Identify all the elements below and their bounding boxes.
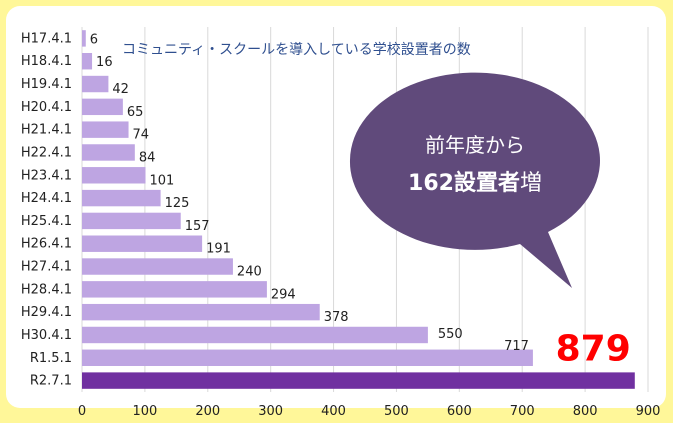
x-tick-label: 0 bbox=[78, 404, 86, 419]
bar bbox=[82, 144, 135, 161]
bar bbox=[82, 349, 533, 366]
bar bbox=[82, 235, 203, 252]
value-label: 157 bbox=[185, 219, 210, 234]
value-label: 240 bbox=[237, 265, 262, 280]
bar bbox=[82, 30, 86, 47]
y-tick-label: H25.4.1 bbox=[21, 214, 72, 229]
value-label: 125 bbox=[165, 196, 190, 211]
value-label: 84 bbox=[139, 150, 156, 165]
y-tick-label: H18.4.1 bbox=[21, 54, 72, 69]
value-label: 74 bbox=[133, 128, 150, 143]
y-tick-label: H30.4.1 bbox=[21, 328, 72, 343]
x-tick-label: 900 bbox=[636, 404, 661, 419]
y-tick-label: H20.4.1 bbox=[21, 100, 72, 115]
value-label: 879 bbox=[556, 329, 631, 370]
y-tick-label: H29.4.1 bbox=[21, 305, 72, 320]
y-tick-label: R2.7.1 bbox=[30, 374, 72, 389]
callout-bold: 162設置者 bbox=[408, 170, 520, 196]
x-tick-label: 300 bbox=[258, 404, 283, 419]
bar bbox=[82, 167, 146, 184]
value-label: 191 bbox=[206, 242, 231, 257]
bar bbox=[82, 281, 267, 298]
y-tick-label: H19.4.1 bbox=[21, 77, 72, 92]
y-tick-label: H17.4.1 bbox=[21, 31, 72, 46]
bar bbox=[82, 258, 233, 275]
value-label: 42 bbox=[112, 82, 129, 97]
y-tick-label: H24.4.1 bbox=[21, 191, 72, 206]
bar bbox=[82, 53, 93, 70]
value-label: 550 bbox=[438, 327, 463, 342]
value-label: 378 bbox=[324, 310, 349, 325]
y-tick-label: H26.4.1 bbox=[21, 237, 72, 252]
value-label: 16 bbox=[96, 55, 113, 70]
bar bbox=[82, 372, 635, 389]
speech-bubble bbox=[349, 72, 600, 288]
y-tick-label: H28.4.1 bbox=[21, 282, 72, 297]
chart-title: コミュニティ・スクールを導入している学校設置者の数 bbox=[122, 41, 471, 58]
value-label: 65 bbox=[127, 105, 144, 120]
value-label: 294 bbox=[271, 287, 296, 302]
bar bbox=[82, 326, 428, 344]
x-tick-label: 500 bbox=[384, 404, 409, 419]
y-tick-label: H22.4.1 bbox=[21, 145, 72, 160]
x-tick-label: 600 bbox=[447, 404, 472, 419]
bar bbox=[82, 212, 181, 230]
x-tick-label: 100 bbox=[132, 404, 157, 419]
callout-rest: 増 bbox=[520, 171, 542, 196]
value-label: 717 bbox=[504, 339, 529, 354]
y-tick-label: H21.4.1 bbox=[21, 123, 72, 138]
y-tick-label: R1.5.1 bbox=[30, 351, 72, 366]
y-tick-label: H23.4.1 bbox=[21, 168, 72, 183]
callout-text: 162設置者増 bbox=[408, 170, 542, 196]
bar bbox=[82, 189, 161, 207]
y-tick-label: H27.4.1 bbox=[21, 260, 72, 275]
bar bbox=[82, 75, 109, 93]
x-tick-label: 700 bbox=[510, 404, 535, 419]
value-label: 6 bbox=[90, 32, 98, 47]
bar bbox=[82, 303, 320, 321]
callout-text: 前年度から bbox=[425, 133, 525, 157]
value-label: 101 bbox=[150, 173, 175, 188]
bar bbox=[82, 98, 123, 116]
x-tick-label: 400 bbox=[321, 404, 346, 419]
bar bbox=[82, 121, 129, 138]
x-tick-label: 200 bbox=[195, 404, 220, 419]
x-tick-label: 800 bbox=[573, 404, 598, 419]
